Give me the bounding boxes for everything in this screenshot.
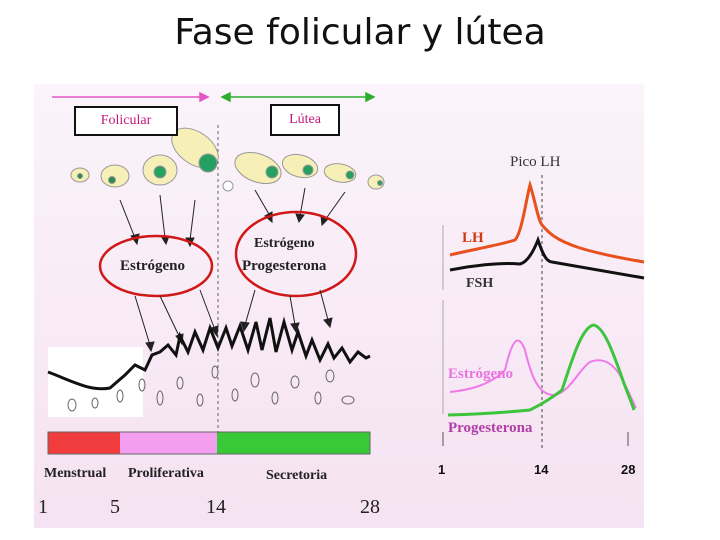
hormone-day-1: 1 <box>438 462 446 477</box>
menstrual-segment <box>48 432 120 454</box>
progesterone-curve-label: Progesterona <box>448 420 533 436</box>
page-title: Fase folicular y lútea <box>174 12 546 53</box>
progesterone-curve <box>447 323 636 417</box>
menstrual-label: Menstrual <box>44 466 107 481</box>
hormone-day-28: 28 <box>621 462 636 477</box>
cycle-day-28: 28 <box>360 496 380 518</box>
estrogen-circle-left <box>98 234 214 298</box>
fsh-label: FSH <box>466 276 494 291</box>
proliferative-segment <box>120 432 217 454</box>
endometrium-phase-bar <box>47 431 371 455</box>
cycle-day-1: 1 <box>38 496 48 518</box>
follicular-phase-label: Folicular <box>74 106 178 136</box>
lh-peak-label: Pico LH <box>510 154 561 170</box>
progesterone-label-right: Progesterona <box>242 258 327 274</box>
estrogen-curve-label: Estrógeno <box>448 366 513 382</box>
estrogen-progesterone-circle <box>234 210 358 298</box>
follicular-arrow <box>52 91 210 103</box>
lh-curve <box>449 179 645 264</box>
luteal-arrow <box>220 91 376 103</box>
hormone-day-14: 14 <box>534 462 549 477</box>
proliferative-label: Proliferativa <box>128 466 204 481</box>
fsh-curve <box>449 235 645 280</box>
follicle-sequence <box>70 127 385 192</box>
luteal-phase-label: Lútea <box>270 104 340 136</box>
secretory-segment <box>217 432 370 454</box>
lh-label: LH <box>462 230 484 246</box>
cycle-day-5: 5 <box>110 496 120 518</box>
endometrium-profile <box>47 316 371 391</box>
cycle-day-14: 14 <box>206 496 226 518</box>
endometrium-cells <box>67 365 355 412</box>
secretory-label: Secretoria <box>266 468 328 483</box>
estrogen-label-left: Estrógeno <box>120 258 185 274</box>
estrogen-label-right: Estrógeno <box>254 236 315 251</box>
